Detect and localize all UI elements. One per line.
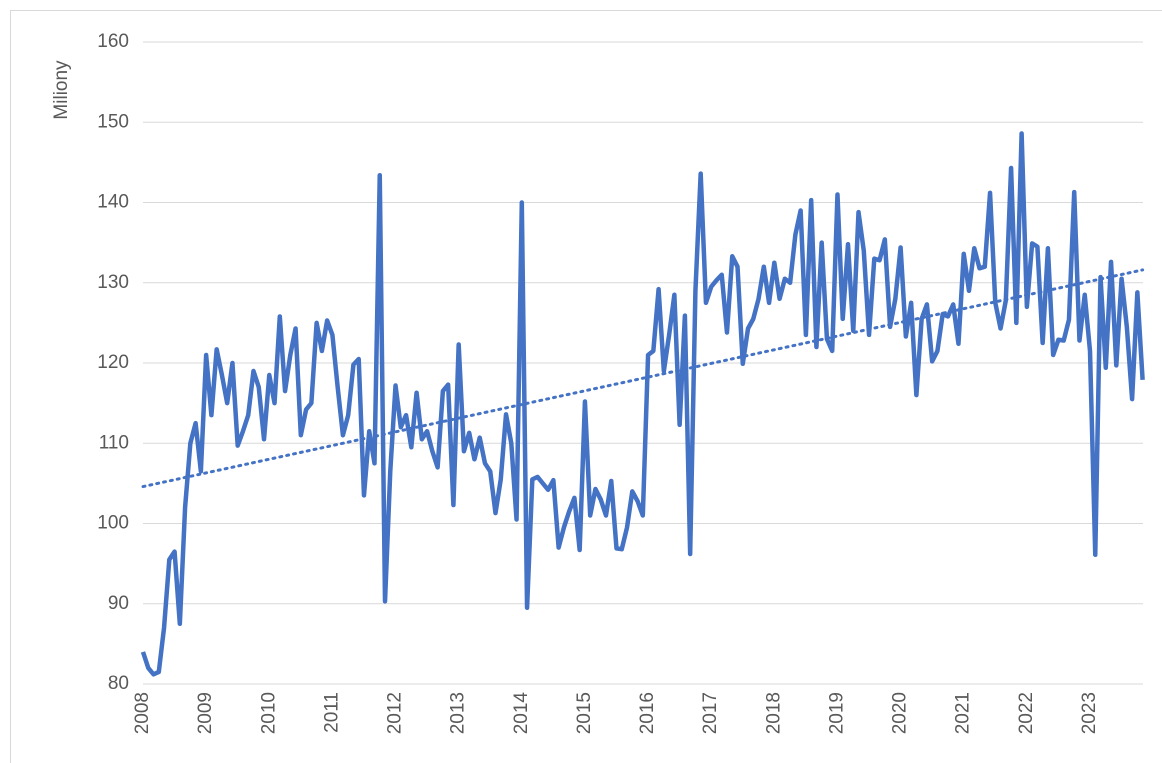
y-tick-label: 80 (108, 673, 129, 694)
x-tick-label: 2016 (637, 692, 658, 734)
y-tick-label: 90 (108, 593, 129, 614)
y-tick-label: 140 (97, 192, 129, 213)
x-tick-label: 2020 (890, 692, 911, 734)
x-tick-label: 2019 (826, 692, 847, 734)
x-tick-label: 2014 (511, 692, 532, 735)
x-tick-label: 2023 (1079, 692, 1100, 734)
x-tick-label: 2017 (700, 692, 721, 734)
x-tick-label: 2009 (195, 692, 216, 734)
data-line (140, 131, 1145, 677)
x-tick-label: 2018 (763, 692, 784, 734)
y-tick-label: 110 (99, 432, 129, 453)
x-tick-label: 2010 (258, 692, 279, 734)
y-tick-label: 150 (97, 111, 129, 132)
y-tick-label: 130 (97, 272, 129, 293)
x-tick-label: 2012 (385, 692, 406, 734)
x-tick-label: 2015 (574, 692, 595, 734)
y-axis-label: Miliony (51, 60, 72, 120)
y-tick-label: 120 (97, 352, 129, 373)
x-tick-label: 2021 (953, 692, 974, 734)
x-tick-label: 2022 (1016, 692, 1037, 734)
x-tick-label: 2008 (132, 692, 153, 734)
chart-border (10, 10, 1162, 763)
x-tick-label: 2013 (448, 692, 469, 734)
trend-line (141, 268, 1145, 489)
y-tick-label: 160 (97, 31, 129, 52)
y-tick-label: 100 (97, 513, 129, 534)
x-tick-label: 2011 (321, 692, 342, 733)
